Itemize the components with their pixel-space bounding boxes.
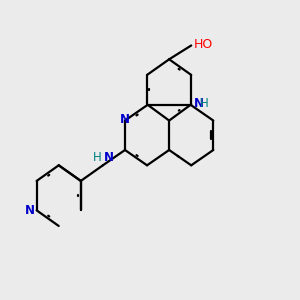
- Text: N: N: [103, 152, 113, 164]
- Text: H: H: [200, 97, 209, 110]
- Text: N: N: [25, 204, 35, 217]
- Text: N: N: [194, 97, 204, 110]
- Text: H: H: [93, 151, 101, 164]
- Text: HO: HO: [194, 38, 213, 50]
- Text: N: N: [120, 112, 130, 126]
